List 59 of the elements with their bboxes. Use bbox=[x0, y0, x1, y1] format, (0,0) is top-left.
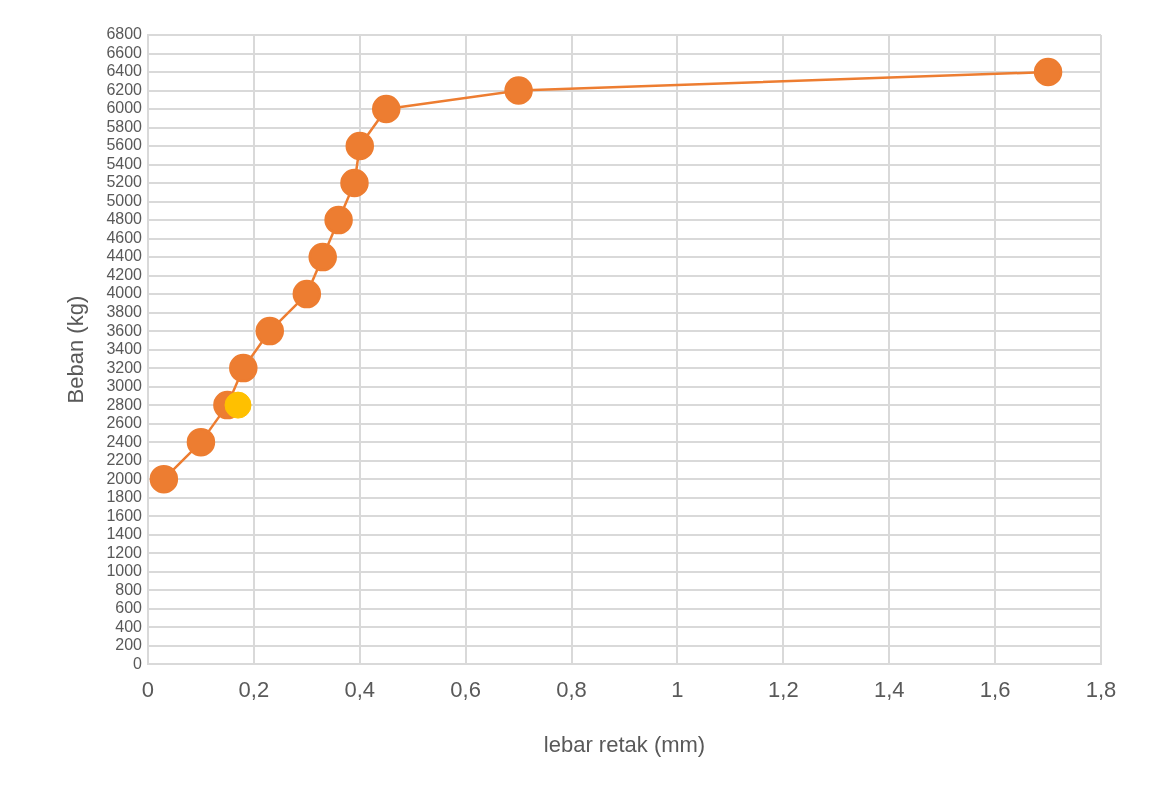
y-tick-label: 5200 bbox=[106, 173, 143, 191]
point bbox=[186, 427, 216, 457]
point bbox=[340, 168, 369, 198]
y-tick-label: 2400 bbox=[106, 432, 143, 450]
y-tick-label: 400 bbox=[115, 617, 143, 635]
y-tick-label: 2800 bbox=[106, 395, 143, 413]
y-tick-label: 4400 bbox=[106, 247, 143, 265]
y-tick-label: 6200 bbox=[106, 80, 143, 98]
x-tick-label: 1,4 bbox=[873, 677, 905, 703]
y-tick-label: 600 bbox=[115, 599, 143, 617]
y-tick-label: 6800 bbox=[106, 25, 143, 43]
y-tick-label: 6000 bbox=[106, 99, 143, 117]
point bbox=[229, 353, 258, 383]
x-tick-label: 0,4 bbox=[344, 677, 376, 703]
point bbox=[255, 316, 285, 346]
y-tick-label: 4800 bbox=[106, 210, 143, 228]
y-tick-label: 4200 bbox=[106, 265, 143, 283]
y-tick-label: 1400 bbox=[106, 525, 143, 543]
x-tick-label: 1,8 bbox=[1085, 677, 1117, 703]
y-tick-label: 5600 bbox=[106, 136, 143, 154]
y-tick-label: 3200 bbox=[106, 358, 143, 376]
y-tick-label: 3000 bbox=[106, 377, 143, 395]
y-tick-label: 2000 bbox=[106, 469, 143, 487]
y-tick-label: 6400 bbox=[106, 62, 143, 80]
point bbox=[292, 279, 322, 309]
point bbox=[149, 464, 179, 494]
y-tick-label: 5800 bbox=[106, 117, 143, 135]
y-tick-label: 1600 bbox=[106, 506, 143, 524]
y-tick-label: 1800 bbox=[106, 488, 143, 506]
y-tick-label: 2200 bbox=[106, 451, 143, 469]
y-tick-label: 2600 bbox=[106, 414, 143, 432]
y-tick-label: 3800 bbox=[106, 302, 143, 320]
point bbox=[324, 205, 353, 235]
point bbox=[345, 131, 375, 161]
y-tick-label: 4600 bbox=[106, 228, 143, 246]
x-tick-label: 1 bbox=[671, 677, 684, 703]
y-axis-title: Beban (kg) bbox=[63, 295, 89, 404]
y-tick-label: 200 bbox=[115, 636, 143, 654]
y-tick-label: 6600 bbox=[106, 43, 143, 61]
x-tick-label: 0,2 bbox=[238, 677, 270, 703]
point bbox=[224, 391, 252, 419]
y-tick-label: 800 bbox=[115, 580, 143, 598]
point bbox=[372, 94, 401, 124]
point bbox=[308, 242, 337, 272]
y-tick-label: 5400 bbox=[106, 154, 143, 172]
y-tick-label: 1000 bbox=[106, 562, 143, 580]
x-tick-label: 1,2 bbox=[768, 677, 799, 703]
y-tick-label: 3600 bbox=[106, 321, 143, 339]
point bbox=[504, 76, 533, 105]
y-tick-label: 4000 bbox=[106, 284, 143, 302]
x-axis-title: lebar retak (mm) bbox=[543, 731, 706, 757]
x-tick-label: 1,6 bbox=[979, 677, 1011, 703]
y-tick-label: 3400 bbox=[106, 340, 143, 358]
y-tick-label: 5000 bbox=[106, 191, 143, 209]
point bbox=[1033, 57, 1063, 87]
y-tick-label: 1200 bbox=[106, 543, 143, 561]
y-tick-label: 0 bbox=[133, 654, 143, 672]
x-tick-label: 0,8 bbox=[556, 677, 587, 703]
x-tick-label: 0,6 bbox=[450, 677, 481, 703]
